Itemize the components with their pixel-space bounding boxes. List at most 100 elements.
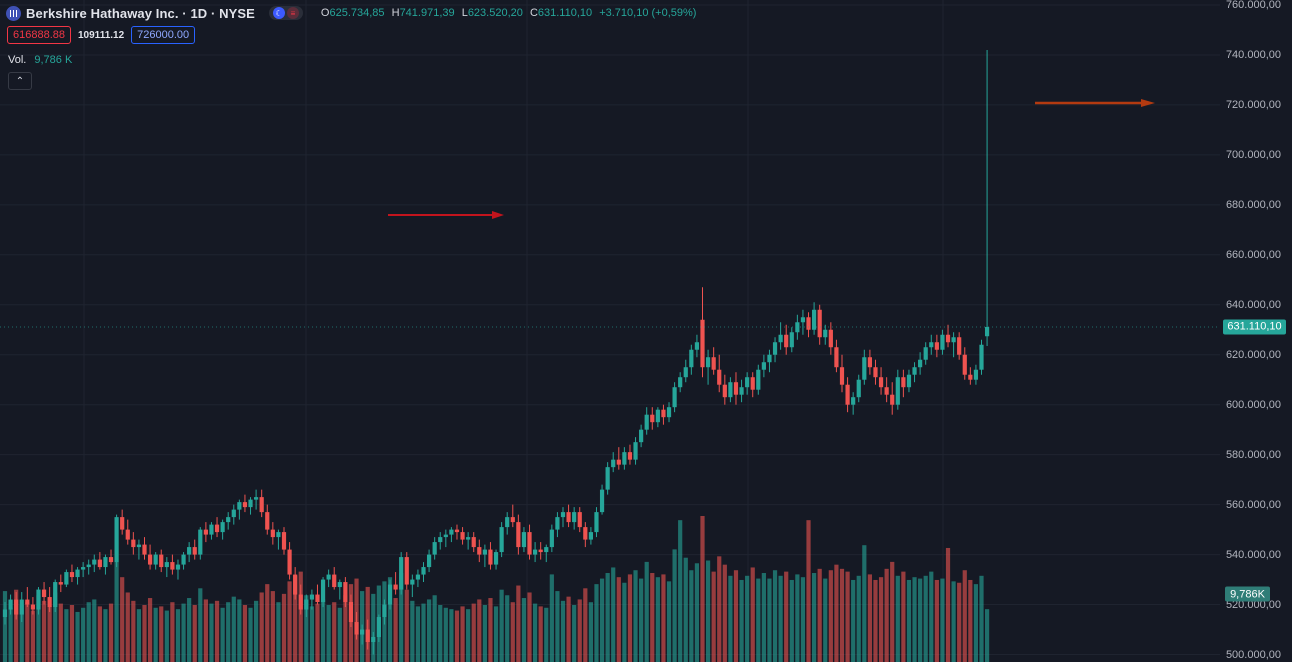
chart-title[interactable]: Berkshire Hathaway Inc. · 1D · NYSE [26, 5, 255, 21]
volume-bar [97, 606, 102, 662]
candle-body [566, 512, 571, 523]
volume-bar [471, 603, 476, 662]
candle-body [666, 407, 672, 418]
volume-bar [493, 606, 499, 662]
volume-bar [170, 602, 175, 662]
volume-bar [566, 596, 571, 662]
candle-body [103, 557, 108, 568]
volume-bar [505, 595, 510, 662]
candle-body [705, 357, 711, 368]
candle-body [454, 529, 460, 533]
candle-body [108, 557, 114, 563]
candle-body [611, 459, 616, 468]
buy-button[interactable]: 726000.00 [131, 26, 196, 44]
price-axis-tick: 700.000,00 [1225, 148, 1281, 161]
candle-body [979, 344, 984, 370]
volume-bar [544, 607, 549, 662]
candle-body [477, 547, 482, 555]
candle-body [940, 334, 945, 350]
candle-body [555, 517, 560, 530]
candle-body [421, 567, 426, 575]
candle-body [672, 387, 677, 408]
candle-body [270, 529, 275, 538]
candle-body [136, 544, 142, 548]
candle-body [700, 319, 705, 368]
candle-body [594, 512, 599, 533]
candle-body [281, 532, 287, 550]
volume-bar [125, 592, 130, 662]
volume-bar [415, 606, 421, 662]
candle-body [142, 544, 147, 555]
volume-bar [142, 604, 147, 662]
volume-bar [588, 602, 593, 662]
volume-bar [650, 573, 655, 662]
volume-bar [326, 604, 331, 662]
volume-bar [572, 604, 577, 662]
candle-body [58, 582, 63, 585]
volume-bar [19, 604, 24, 662]
volume-bar [940, 578, 945, 662]
volume-bar [918, 578, 923, 662]
volume-bar [488, 598, 493, 662]
candle-body [745, 377, 750, 388]
candle-body [337, 582, 342, 588]
candle-body [633, 442, 638, 460]
volume-bar [717, 556, 722, 662]
price-axis-tick: 740.000,00 [1225, 48, 1281, 61]
candle-body [533, 549, 538, 555]
volume-bar [555, 591, 560, 662]
candle-body [895, 377, 900, 405]
trade-buttons: 616888.88 109111.12 726000.00 [7, 26, 196, 44]
candle-body [415, 574, 421, 580]
volume-bar [700, 516, 705, 662]
candle-body [493, 552, 499, 565]
candle-body [918, 359, 923, 368]
status-pill[interactable]: ☾ ≡ [268, 6, 303, 20]
volume-bar [510, 602, 515, 662]
volume-bar [226, 602, 231, 662]
volume-bar [750, 567, 755, 662]
volume-bar [728, 575, 733, 662]
volume-bar [315, 603, 320, 662]
volume-bar [343, 595, 348, 662]
volume-bar [912, 577, 917, 662]
volume-bar [69, 604, 75, 662]
price-axis-tick: 660.000,00 [1225, 248, 1281, 261]
volume-bar [689, 570, 694, 662]
volume-bar [862, 545, 867, 662]
volume-bar [64, 609, 69, 662]
candle-body [237, 502, 242, 510]
volume-bar [627, 574, 633, 662]
volume-bar [867, 574, 872, 662]
candle-body [962, 354, 967, 375]
candle-body [516, 522, 521, 548]
arrow-annotation-1 [388, 211, 504, 219]
volume-bar [616, 577, 621, 662]
candle-body [856, 379, 861, 398]
volume-bar [605, 573, 610, 662]
candle-body [627, 452, 633, 460]
volume-bar [432, 595, 437, 662]
volume-bar [477, 599, 482, 662]
volume-bar [410, 600, 415, 662]
collapse-chevron-icon[interactable]: ⌃ [8, 72, 32, 90]
candle-body [471, 537, 476, 548]
candle-body [265, 512, 270, 530]
candle-body [371, 637, 376, 643]
candle-body [293, 574, 298, 595]
candle-body [722, 384, 727, 398]
candle-body [187, 547, 192, 555]
candle-body [131, 539, 136, 548]
candle-body [410, 579, 415, 585]
arrow-annotation-2 [1035, 99, 1155, 107]
candle-body [81, 567, 86, 570]
sell-button[interactable]: 616888.88 [7, 26, 71, 44]
volume-bar [147, 598, 153, 662]
volume-bar [136, 609, 142, 662]
spread-value: 109111.12 [78, 29, 125, 41]
volume-bar [393, 598, 398, 662]
volume-bar [404, 589, 409, 662]
volume-bar [778, 575, 783, 662]
symbol-legend: Berkshire Hathaway Inc. · 1D · NYSE ☾ ≡ … [6, 4, 696, 22]
